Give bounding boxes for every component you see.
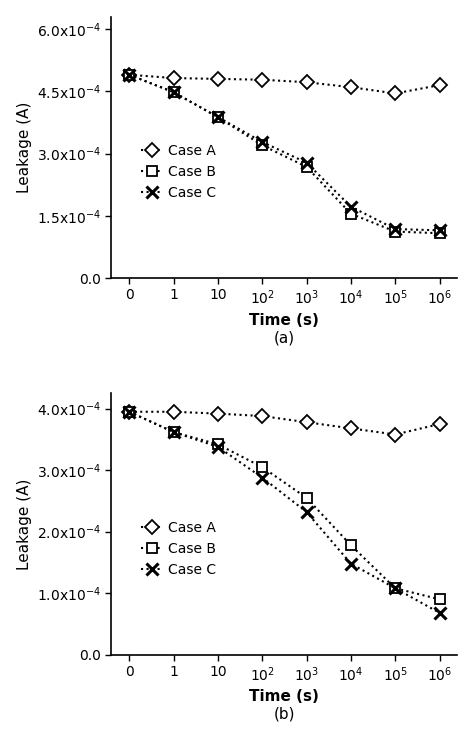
Case C [348, 559, 354, 568]
Case C [171, 427, 176, 436]
Case A [304, 418, 310, 427]
Case A [348, 424, 354, 432]
Case B [348, 541, 354, 550]
Case B [215, 113, 221, 122]
Case C [304, 508, 310, 517]
Case A [304, 77, 310, 86]
Y-axis label: Leakage (A): Leakage (A) [17, 102, 32, 193]
Case B [259, 463, 265, 472]
Case B [392, 584, 398, 593]
Legend: Case A, Case B, Case C: Case A, Case B, Case C [136, 515, 221, 582]
Case A [437, 420, 442, 429]
Text: (a): (a) [274, 331, 295, 345]
Case B [437, 595, 442, 604]
Case C [126, 70, 132, 79]
Y-axis label: Leakage (A): Leakage (A) [17, 478, 32, 570]
Case A [392, 430, 398, 439]
Case C [437, 226, 442, 235]
Case B [259, 141, 265, 150]
Case A [259, 75, 265, 84]
Line: Case A: Case A [124, 407, 445, 439]
Line: Case B: Case B [124, 407, 445, 604]
Case C [392, 224, 398, 233]
Line: Case A: Case A [124, 70, 445, 98]
Text: (b): (b) [273, 707, 295, 722]
X-axis label: Time (s): Time (s) [249, 313, 319, 328]
Case A [126, 407, 132, 416]
Case A [348, 83, 354, 92]
Case C [437, 608, 442, 617]
Case B [348, 210, 354, 218]
Case B [437, 229, 442, 238]
Line: Case C: Case C [124, 406, 445, 618]
Case C [215, 442, 221, 451]
Case C [171, 88, 176, 97]
Case A [126, 70, 132, 79]
Case B [126, 407, 132, 416]
Case A [215, 409, 221, 418]
Case A [171, 407, 176, 416]
Case B [304, 494, 310, 503]
Case A [437, 80, 442, 89]
Case B [392, 227, 398, 236]
Case C [304, 158, 310, 167]
Case B [171, 427, 176, 436]
Case B [304, 162, 310, 171]
Case C [126, 407, 132, 416]
Case A [215, 75, 221, 83]
Case C [259, 137, 265, 146]
Legend: Case A, Case B, Case C: Case A, Case B, Case C [136, 139, 221, 206]
X-axis label: Time (s): Time (s) [249, 689, 319, 704]
Case A [259, 412, 265, 421]
Case C [215, 113, 221, 122]
Case A [392, 89, 398, 98]
Case C [348, 202, 354, 211]
Case C [259, 473, 265, 482]
Line: Case C: Case C [124, 69, 445, 236]
Case B [126, 70, 132, 79]
Line: Case B: Case B [124, 70, 445, 238]
Case B [215, 440, 221, 449]
Case A [171, 74, 176, 83]
Case C [392, 584, 398, 593]
Case B [171, 88, 176, 97]
